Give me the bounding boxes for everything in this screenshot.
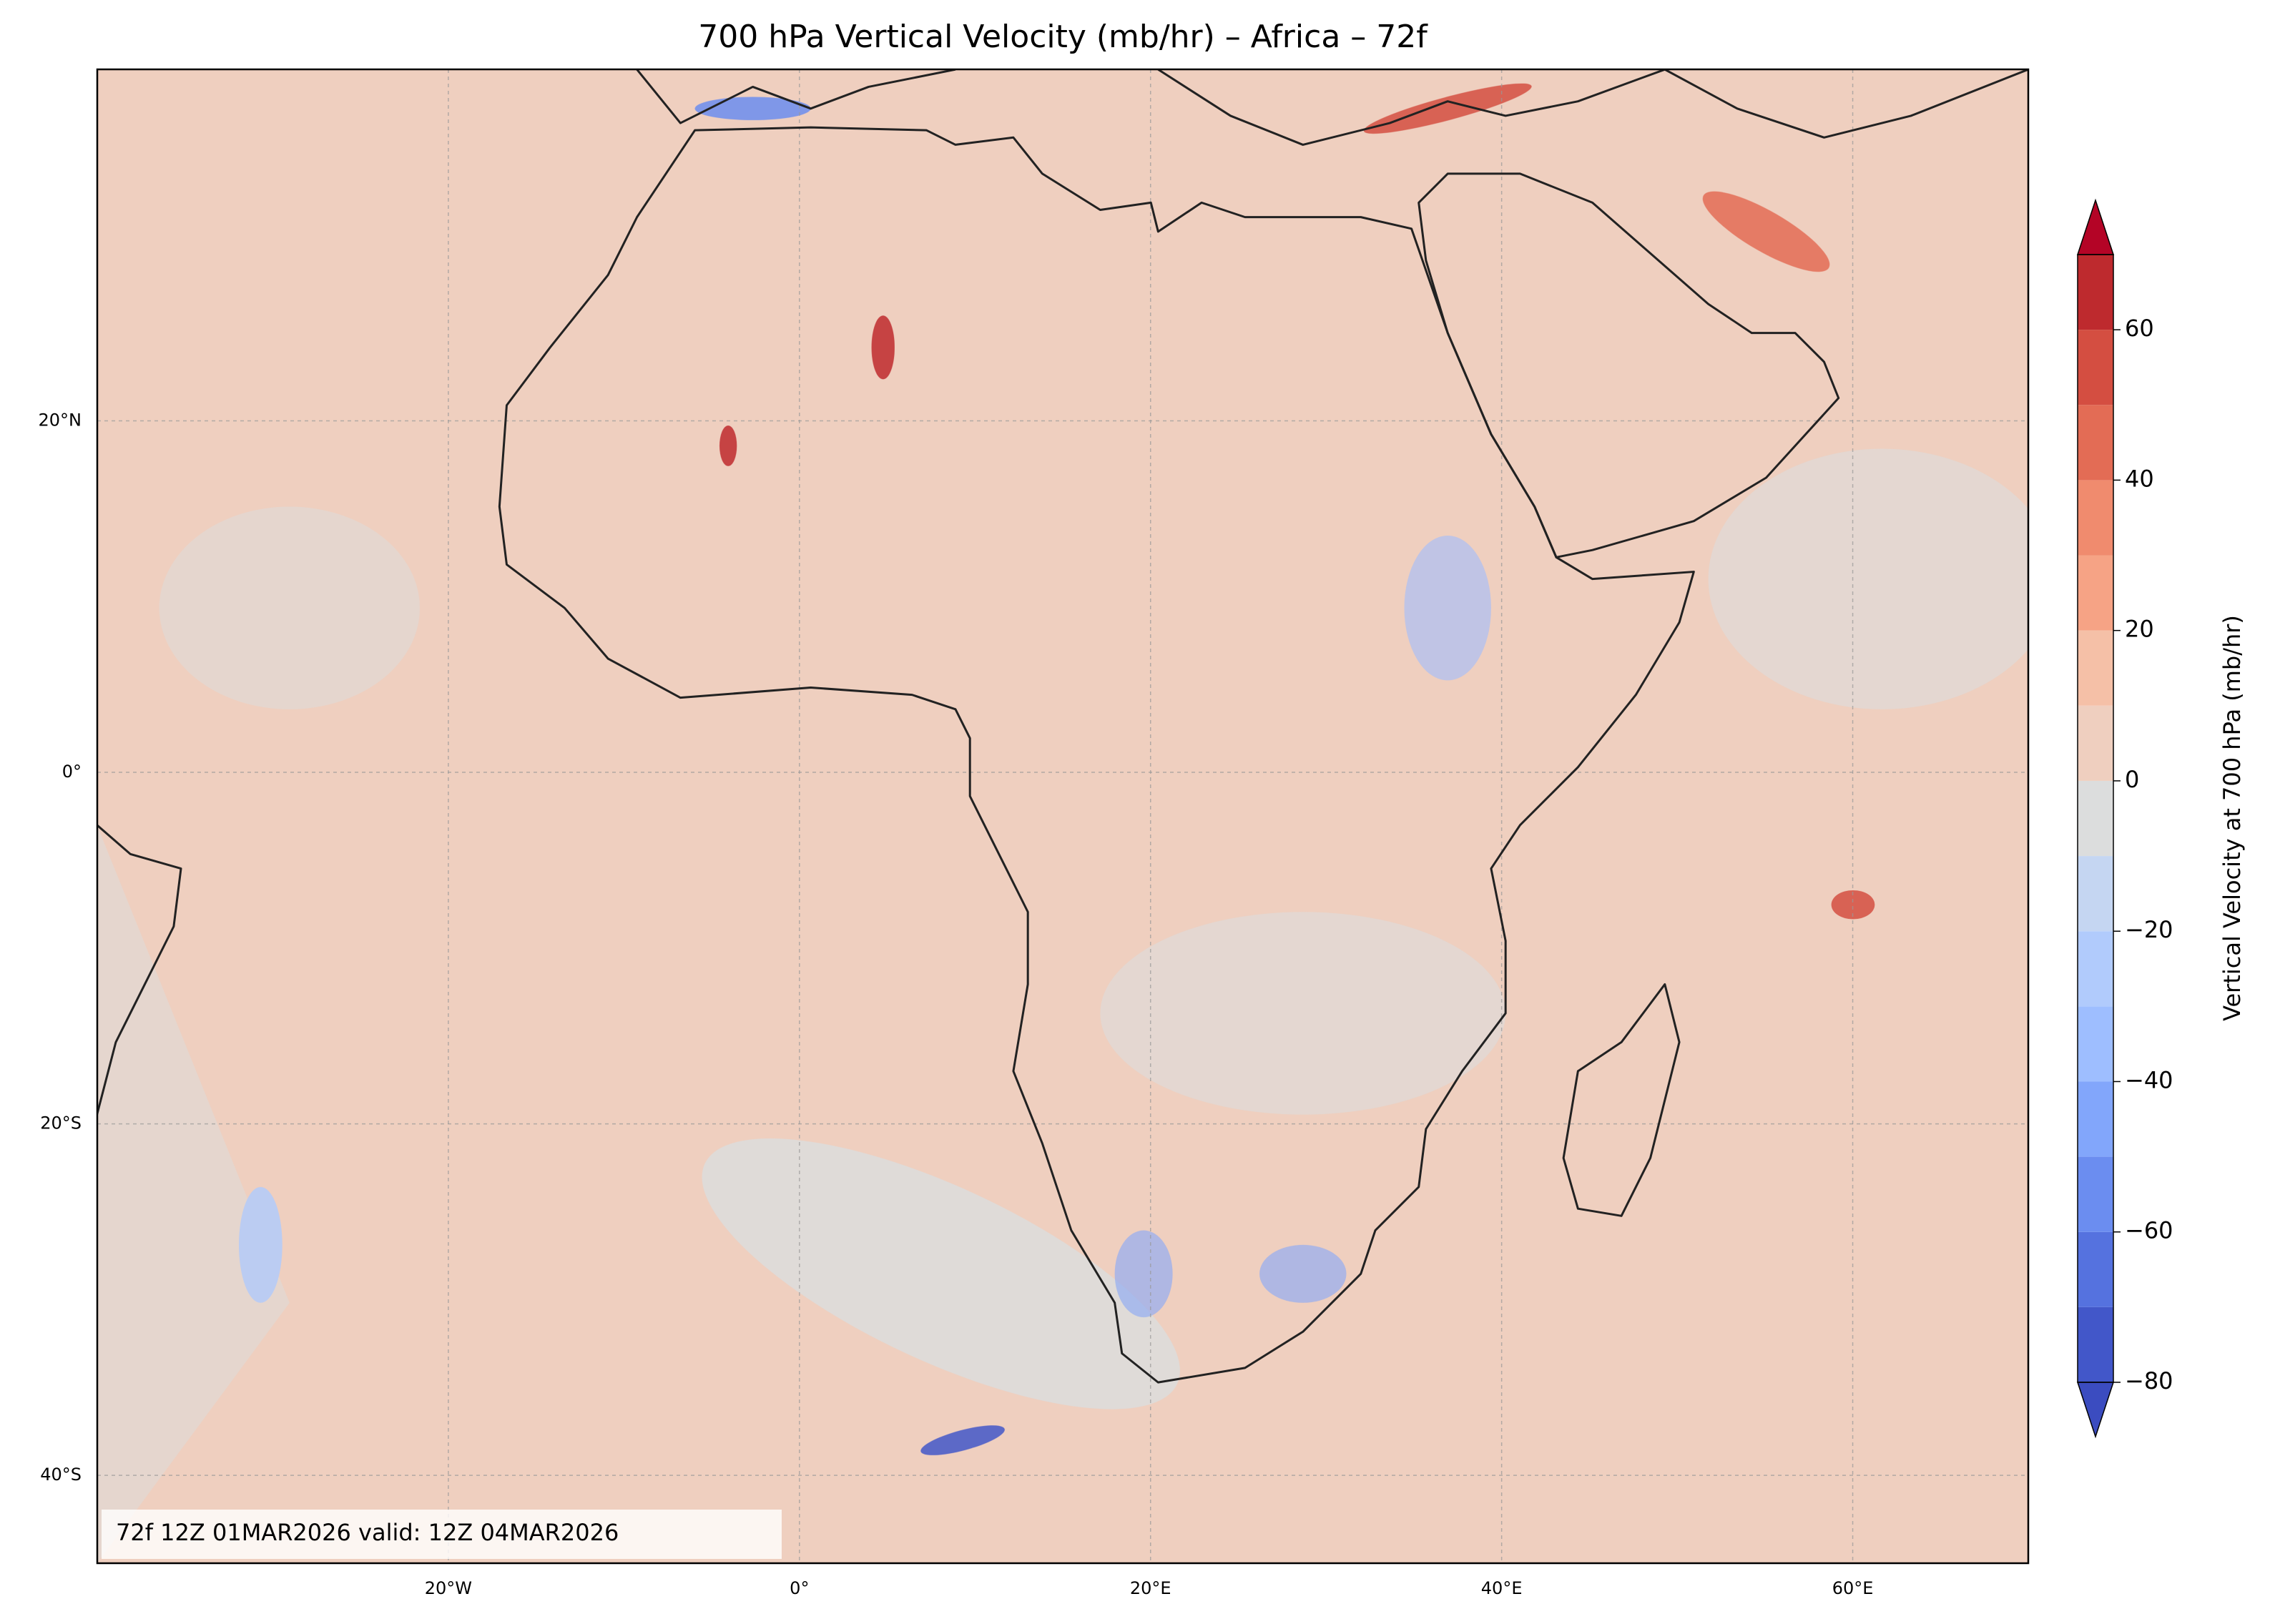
colorbar-extend-under [2076, 1382, 2115, 1439]
colorbar-label: Vertical Velocity at 700 hPa (mb/hr) [2219, 615, 2246, 1021]
graticule [97, 69, 2028, 1563]
map-title: 700 hPa Vertical Velocity (mb/hr) – Afri… [698, 19, 1428, 55]
colorbar-segment [2078, 780, 2113, 857]
y-tick-label: 20°S [40, 1113, 82, 1133]
y-tick-label: 40°S [40, 1465, 82, 1485]
colorbar-segment [2078, 1231, 2113, 1307]
colorbar-tick-label: −80 [2125, 1367, 2173, 1394]
x-tick-label: 0° [790, 1578, 809, 1598]
colorbar-segment [2078, 630, 2113, 706]
field-texture [97, 83, 2028, 1563]
coastlines [97, 69, 2028, 1382]
colorbar-tick-label: 20 [2125, 616, 2154, 643]
colorbar-tick-label: 40 [2125, 465, 2154, 492]
x-tick-label: 60°E [1832, 1578, 1874, 1598]
colorbar-tick-label: 0 [2125, 766, 2139, 793]
colorbar-segment [2078, 931, 2113, 1007]
colorbar-segment [2078, 1156, 2113, 1232]
colorbar-frame [2077, 254, 2114, 1383]
colorbar-segment [2078, 255, 2113, 330]
colorbar-tick-label: −20 [2125, 916, 2173, 943]
colorbar-tick-label: 60 [2125, 315, 2154, 342]
x-tick-label: 40°E [1481, 1578, 1523, 1598]
colorbar: −80 −60 −40 −20 0 20 40 60 [2076, 198, 2173, 1439]
colorbar-segment [2078, 480, 2113, 556]
x-tick-label: 20°E [1130, 1578, 1171, 1598]
annotation-box [102, 1510, 782, 1559]
colorbar-segment [2078, 405, 2113, 481]
colorbar-segment [2078, 1006, 2113, 1082]
colorbar-segment [2078, 1306, 2113, 1382]
y-tick-label: 20°N [39, 410, 82, 430]
annotation: 72f 12Z 01MAR2026 valid: 12Z 04MAR2026 [116, 1519, 619, 1546]
colorbar-tick-label: −60 [2125, 1217, 2173, 1244]
colorbar-segment [2078, 1081, 2113, 1157]
plot-frame [96, 68, 2030, 1565]
colorbar-segment [2078, 705, 2113, 781]
colorbar-segment [2078, 555, 2113, 631]
colorbar-tick-label: −40 [2125, 1066, 2173, 1093]
colorbar-segment [2078, 330, 2113, 405]
x-tick-label: 20°W [425, 1578, 472, 1598]
colorbar-segment [2078, 856, 2113, 932]
colorbar-extend-over [2076, 198, 2115, 255]
y-tick-label: 0° [62, 762, 82, 782]
